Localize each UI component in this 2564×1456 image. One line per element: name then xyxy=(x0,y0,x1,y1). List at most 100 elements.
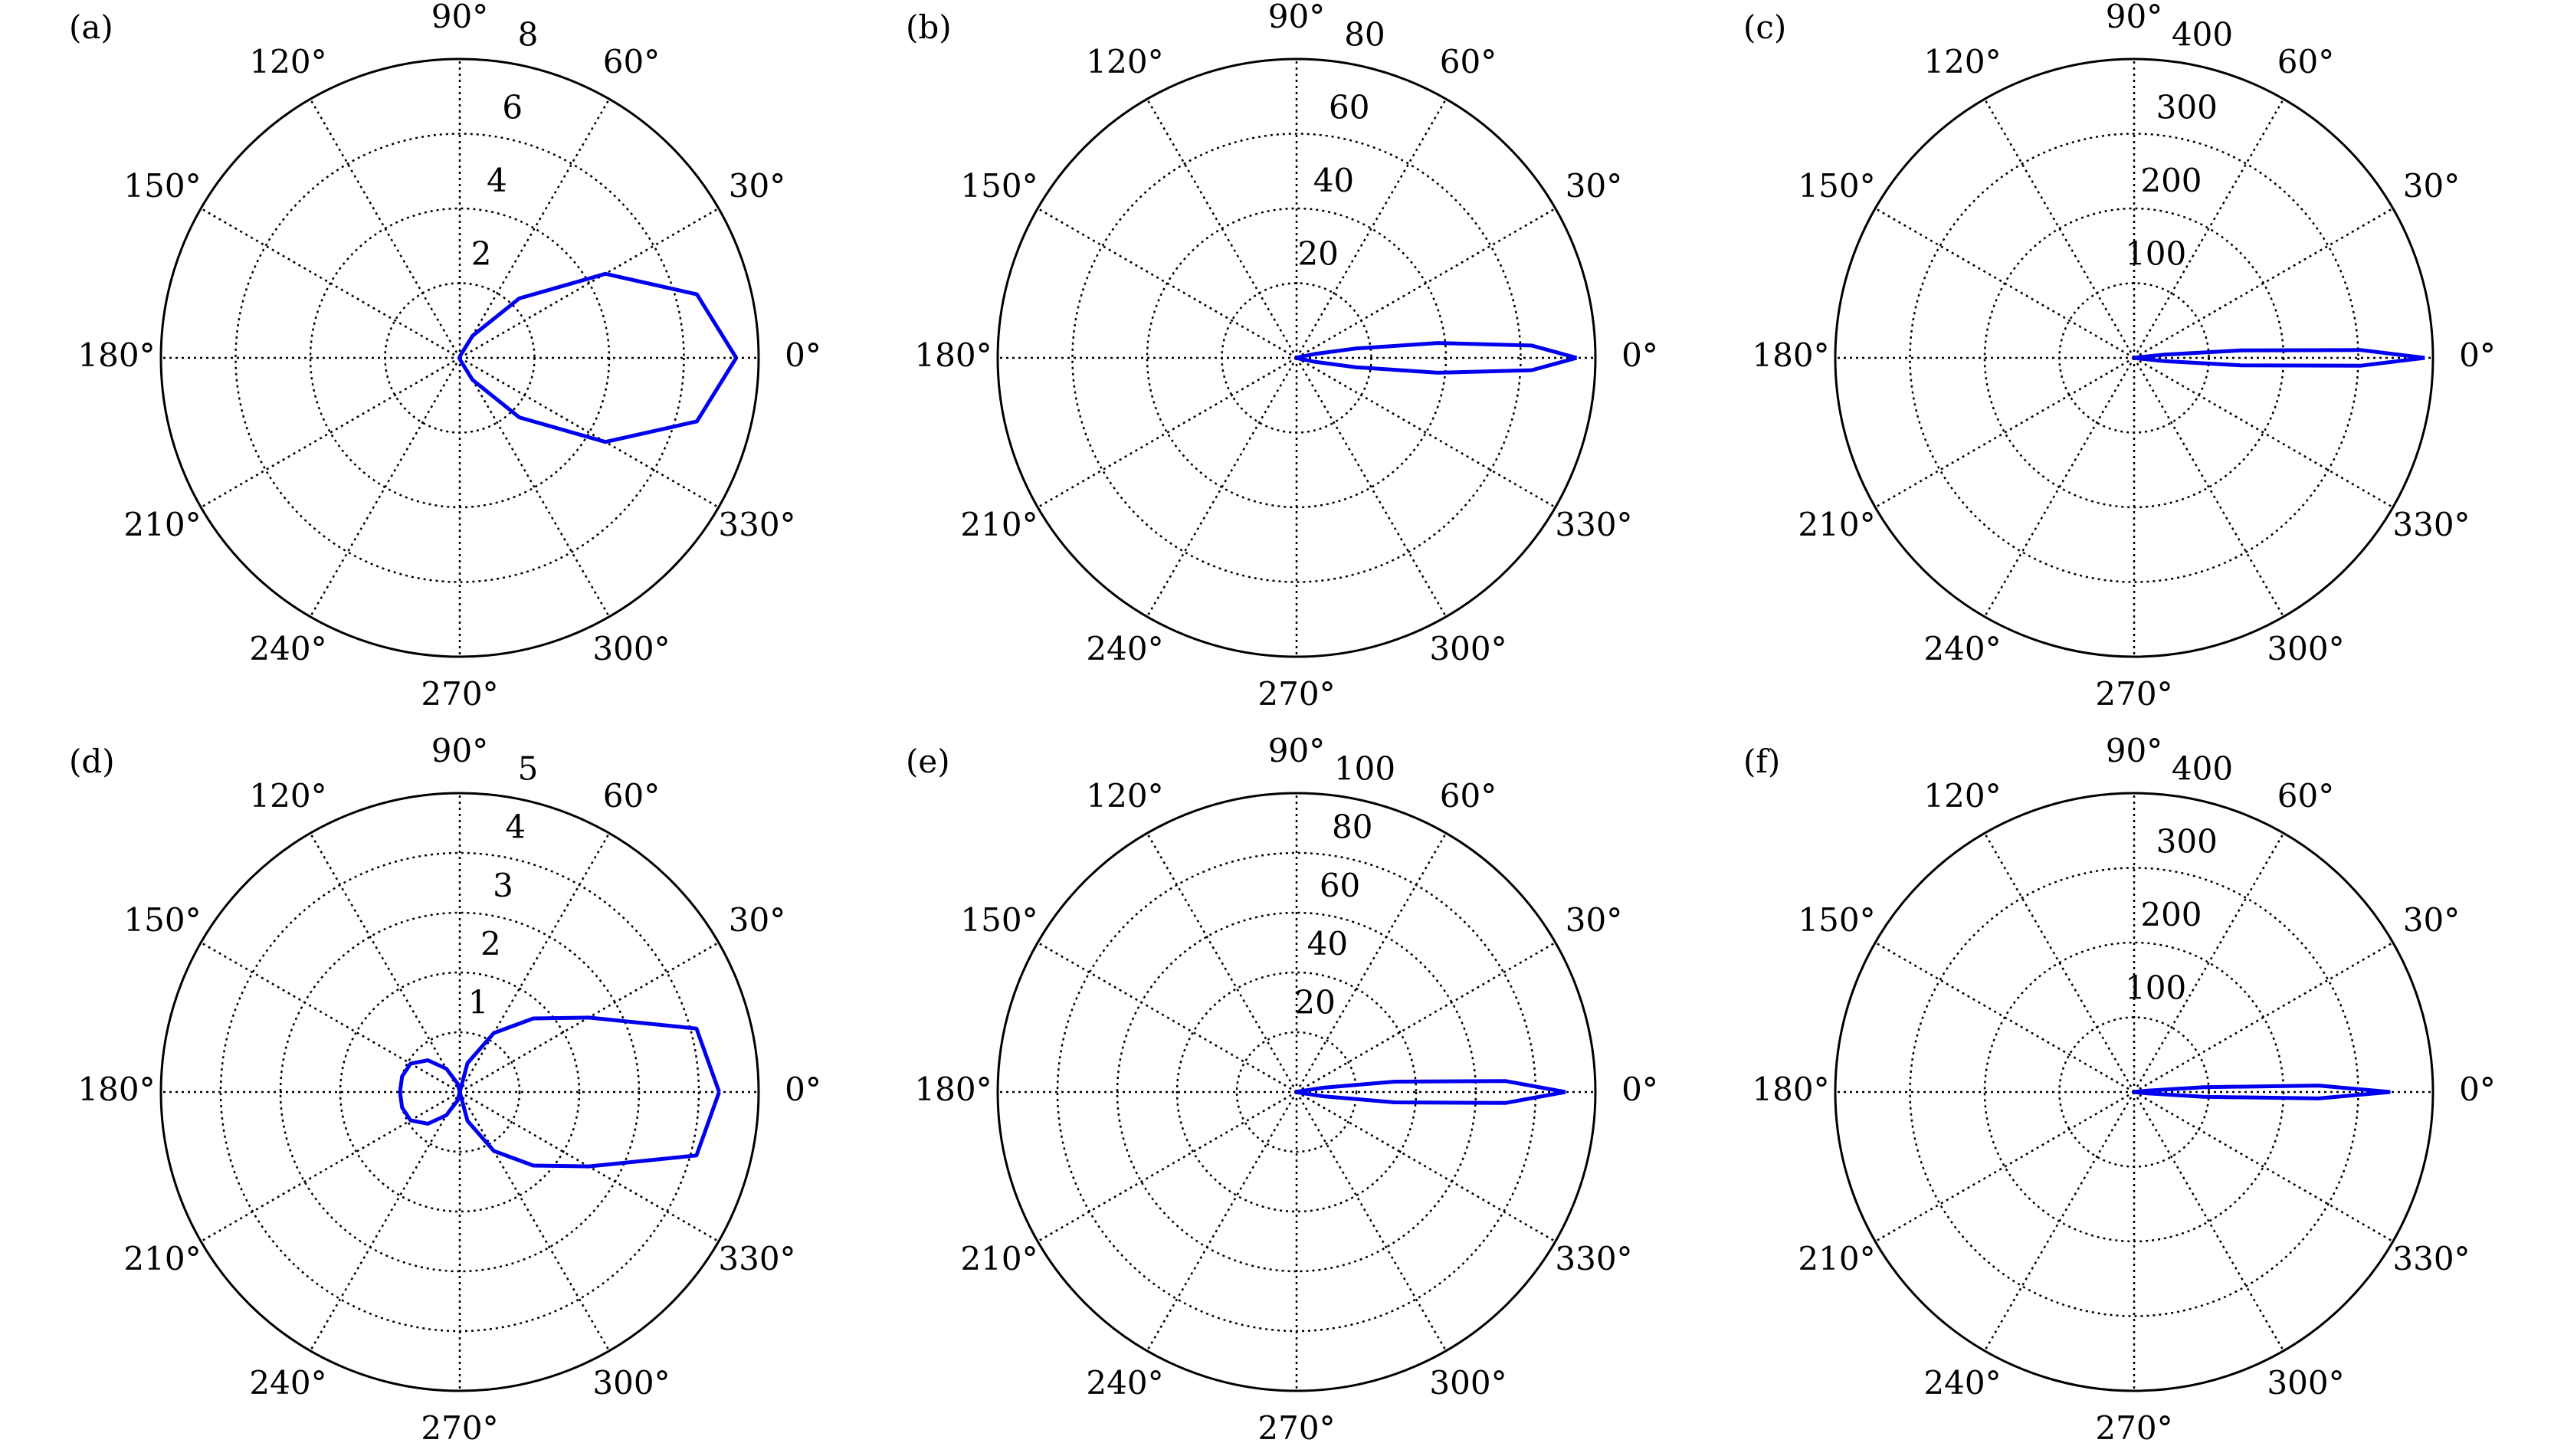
theta-tick-label: 90° xyxy=(1268,732,1325,769)
theta-tick-label: 300° xyxy=(592,1364,670,1402)
r-tick-label: 400 xyxy=(2172,749,2233,787)
theta-tick-label: 90° xyxy=(431,732,488,769)
r-tick-label: 200 xyxy=(2140,896,2202,933)
panel-label: (e) xyxy=(906,743,950,780)
grid-spoke xyxy=(1037,1090,1297,1243)
theta-tick-label: 330° xyxy=(718,1240,795,1277)
grid-spoke xyxy=(1146,98,1298,359)
grid-spoke xyxy=(458,357,611,618)
grid-spoke xyxy=(458,98,611,359)
grid-circle xyxy=(1175,971,1418,1213)
grid-spoke xyxy=(1296,207,1556,359)
theta-tick-label: 90° xyxy=(2106,732,2162,769)
theta-tick-label: 30° xyxy=(2403,901,2460,939)
theta-tick-label: 210° xyxy=(123,506,201,543)
theta-tick-label: 60° xyxy=(2277,777,2334,815)
theta-tick-label: 150° xyxy=(123,901,201,939)
r-tick-label: 60 xyxy=(1320,867,1360,904)
grid-circle xyxy=(1909,867,2359,1317)
grid-spoke xyxy=(1146,357,1298,618)
r-tick-label: 40 xyxy=(1313,162,1354,199)
theta-tick-label: 60° xyxy=(603,43,660,80)
theta-tick-label: 240° xyxy=(1923,1364,2001,1402)
theta-tick-label: 120° xyxy=(1086,43,1163,80)
r-tick-label: 20 xyxy=(1294,984,1335,1021)
grid-spoke xyxy=(1037,207,1297,359)
r-tick-label: 200 xyxy=(2140,162,2202,199)
theta-tick-label: 210° xyxy=(1798,506,1875,543)
grid-spoke xyxy=(1983,98,2136,359)
grid-circle xyxy=(234,133,685,583)
grid-spoke xyxy=(1146,1091,1298,1352)
outer-circle xyxy=(159,792,760,1392)
theta-tick-label: 270° xyxy=(2095,1409,2172,1447)
theta-tick-label: 240° xyxy=(1086,1364,1163,1402)
pattern-curve xyxy=(457,271,738,444)
grid-spoke xyxy=(2133,1091,2285,1352)
grid-spoke xyxy=(1296,1090,1556,1243)
grid-circle xyxy=(1235,1031,1358,1153)
outer-circle xyxy=(1834,57,2434,658)
theta-tick-label: 270° xyxy=(1257,1409,1335,1447)
grid-spoke xyxy=(1296,941,1556,1094)
theta-tick-label: 210° xyxy=(960,1240,1038,1277)
grid-spoke xyxy=(1146,832,1298,1093)
grid-spoke xyxy=(2133,832,2285,1093)
theta-tick-label: 270° xyxy=(2095,675,2172,713)
outer-circle xyxy=(159,57,760,658)
theta-tick-label: 300° xyxy=(2267,630,2344,667)
grid-spoke xyxy=(200,207,461,359)
grid-spoke xyxy=(2133,207,2394,359)
theta-tick-label: 0° xyxy=(1621,1071,1658,1108)
theta-tick-label: 0° xyxy=(2459,336,2496,374)
r-tick-label: 300 xyxy=(2156,823,2218,861)
theta-tick-label: 300° xyxy=(2267,1364,2344,1402)
r-tick-label: 1 xyxy=(468,984,489,1021)
theta-tick-label: 180° xyxy=(1752,1071,1829,1108)
panel-label: (d) xyxy=(69,743,115,780)
theta-tick-label: 60° xyxy=(603,777,660,815)
grid-spoke xyxy=(1295,1091,1448,1352)
grid-spoke xyxy=(459,356,720,509)
pattern-curve xyxy=(2132,348,2425,368)
theta-tick-label: 90° xyxy=(2106,0,2162,35)
theta-tick-label: 150° xyxy=(960,167,1038,205)
grid-spoke xyxy=(2133,357,2285,618)
grid-spoke xyxy=(1874,207,2135,359)
outer-circle xyxy=(996,57,1597,658)
grid-spoke xyxy=(2133,356,2394,509)
grid-spoke xyxy=(1874,356,2135,509)
grid-spoke xyxy=(459,207,720,359)
grid-circle xyxy=(398,1031,521,1153)
panel-label: (b) xyxy=(906,8,952,46)
grid-spoke xyxy=(1296,356,1556,509)
grid-spoke xyxy=(200,356,461,509)
theta-tick-label: 60° xyxy=(1440,777,1497,815)
r-tick-label: 100 xyxy=(2125,234,2186,272)
r-tick-label: 6 xyxy=(502,89,523,126)
grid-spoke xyxy=(1874,1090,2135,1243)
r-tick-label: 400 xyxy=(2172,15,2233,53)
r-tick-label: 2 xyxy=(471,234,492,272)
r-tick-label: 4 xyxy=(505,808,526,846)
grid-spoke xyxy=(309,1091,461,1352)
theta-tick-label: 90° xyxy=(1268,0,1325,35)
theta-tick-label: 0° xyxy=(785,1071,821,1108)
grid-spoke xyxy=(1295,98,1448,359)
theta-tick-label: 150° xyxy=(1798,167,1875,205)
theta-tick-label: 0° xyxy=(2459,1071,2496,1108)
theta-tick-label: 180° xyxy=(914,1071,992,1108)
theta-tick-label: 270° xyxy=(1257,675,1335,713)
theta-tick-label: 150° xyxy=(960,901,1038,939)
theta-tick-label: 60° xyxy=(1440,43,1497,80)
grid-spoke xyxy=(309,357,461,618)
pattern-curve xyxy=(398,1015,721,1169)
r-tick-label: 5 xyxy=(518,749,539,787)
grid-spoke xyxy=(1037,941,1297,1094)
panel-label: (f) xyxy=(1743,743,1780,780)
theta-tick-label: 330° xyxy=(2392,1240,2470,1277)
grid-spoke xyxy=(309,832,461,1093)
theta-tick-label: 120° xyxy=(1086,777,1163,815)
theta-tick-label: 0° xyxy=(1621,336,1658,374)
theta-tick-label: 60° xyxy=(2277,43,2334,80)
